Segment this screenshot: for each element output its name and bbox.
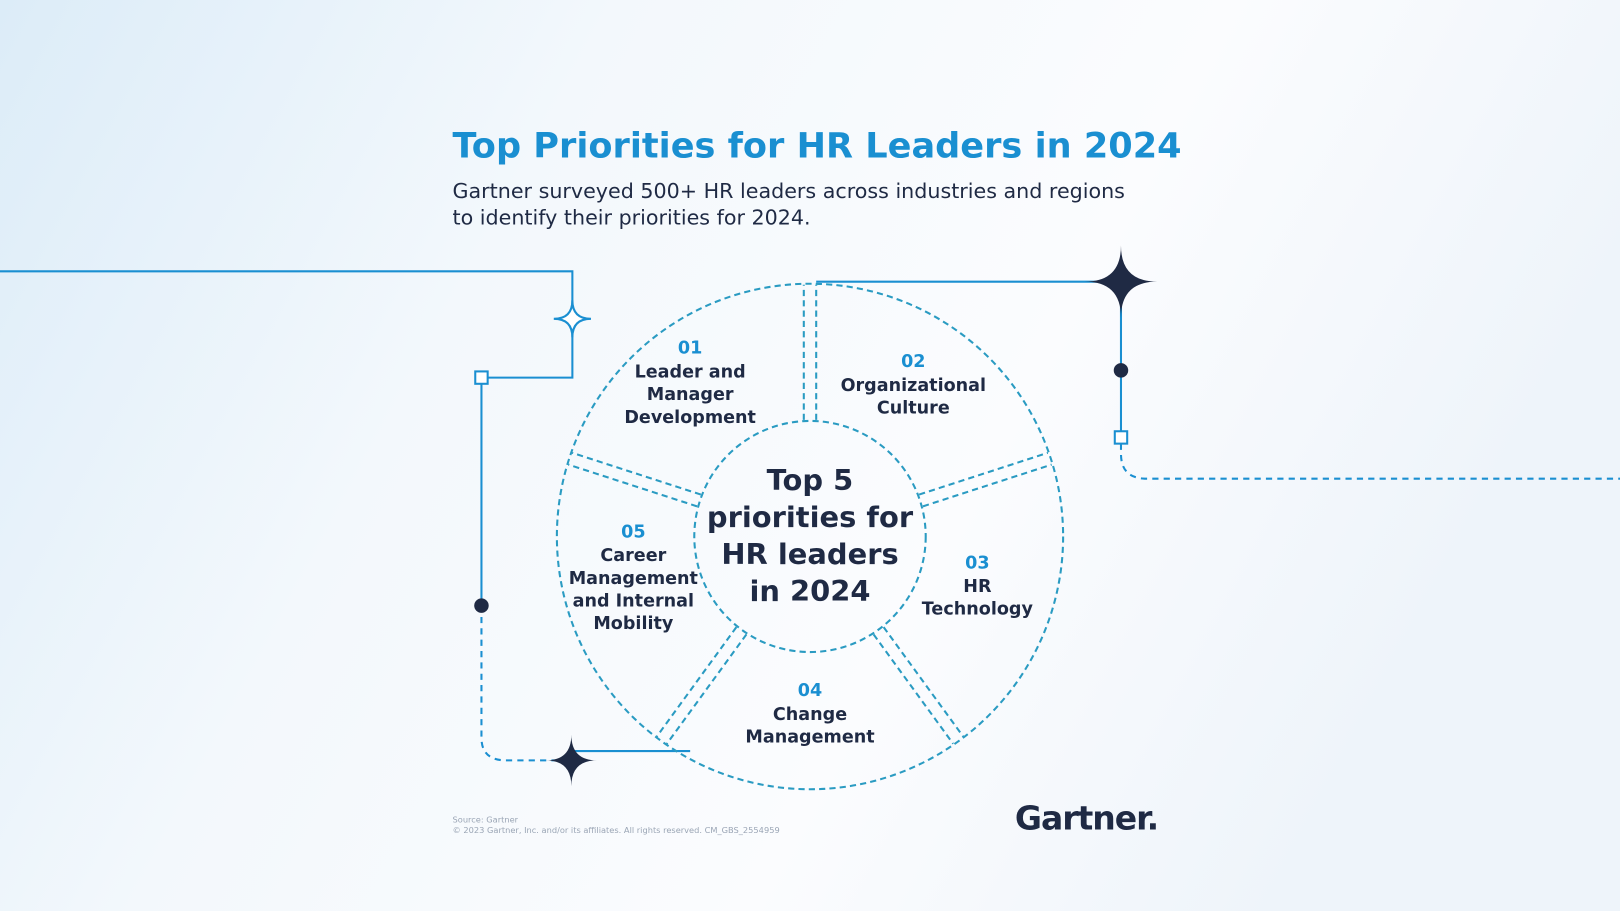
separator: [666, 633, 748, 745]
subtitle: to identify their priorities for 2024.: [453, 206, 811, 230]
square-marker: [474, 370, 489, 385]
segment-label: Change: [773, 705, 847, 725]
segment-label: Management: [569, 569, 698, 589]
inner-ring: [693, 419, 927, 654]
separator: [918, 451, 1049, 496]
separator: [655, 626, 738, 738]
separator: [882, 626, 965, 738]
separator: [568, 463, 698, 508]
separator: [872, 633, 954, 745]
segment-label: HR: [963, 577, 992, 597]
segment-label: Development: [624, 408, 756, 428]
subtitle: Gartner surveyed 500+ HR leaders across …: [453, 179, 1125, 203]
connector-left: [0, 270, 574, 606]
title: Top Priorities for HR Leaders in 2024: [453, 126, 1182, 167]
segment-label: Career: [600, 546, 666, 566]
star: [1084, 245, 1158, 318]
segment-label: Culture: [877, 399, 950, 419]
connector-right-dashed: [1119, 443, 1620, 480]
connector-left-dashed: [480, 605, 572, 762]
segment-number: 01: [678, 339, 702, 359]
segment-label: and Internal: [573, 591, 694, 611]
separator: [922, 463, 1052, 508]
dot: [1113, 363, 1129, 378]
logo: Gartner.: [1015, 799, 1158, 838]
center-text: in 2024: [749, 574, 870, 608]
segment-label: Organizational: [841, 376, 986, 396]
star: [545, 734, 598, 787]
segment-number: 03: [965, 553, 989, 573]
outer-ring: [555, 282, 1065, 791]
dot: [474, 598, 489, 613]
segment-label: Technology: [922, 600, 1034, 620]
center-text: priorities for: [707, 500, 914, 534]
segment-number: 04: [798, 681, 822, 701]
center-text: Top 5: [767, 463, 854, 497]
copyright: © 2023 Gartner, Inc. and/or its affiliat…: [453, 825, 780, 835]
wheel: [555, 282, 1065, 791]
segment-label: Manager: [647, 385, 734, 405]
star-outline: [553, 300, 592, 338]
square-marker: [1113, 430, 1129, 445]
separator: [571, 451, 702, 496]
segment-label: Mobility: [593, 614, 674, 634]
center-text: HR leaders: [721, 537, 898, 571]
segment-label: Leader and: [635, 362, 746, 382]
segment-number: 05: [621, 522, 645, 542]
segment-number: 02: [901, 352, 925, 372]
segment-label: Management: [745, 728, 874, 748]
source: Source: Gartner: [453, 815, 519, 825]
